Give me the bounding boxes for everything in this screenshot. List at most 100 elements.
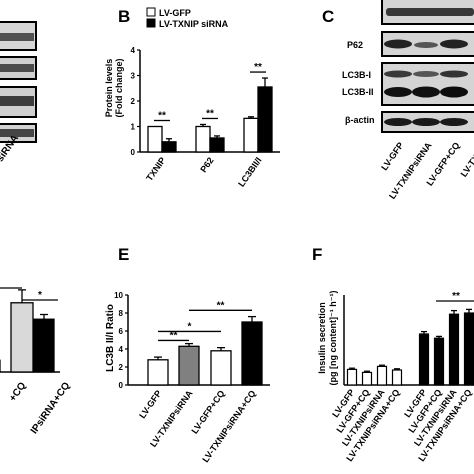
- panel-d-fragment: * +CQ IPsiRNA+CQ: [0, 287, 73, 436]
- x-tick-label: P62: [198, 155, 215, 174]
- panel-c: C P62 LC3B-I LC3B-II β-actin LV-GFP L: [322, 0, 474, 201]
- panel-b-x-tick-labels: TXNIP P62 LC3BII/I: [144, 155, 263, 188]
- blot-band: [440, 39, 468, 49]
- y-tick-label: 6: [119, 327, 124, 336]
- significance-label: **: [170, 330, 178, 341]
- blot-band: [414, 42, 438, 48]
- panel-c-label: C: [322, 7, 334, 26]
- panel-e-x-tick-labels: LV-GFPLV-TXNIPsiRNALV-GFP+CQLV-TXNIPsiRN…: [137, 388, 257, 464]
- y-tick-label: 4: [119, 345, 124, 354]
- blot-bands-lc3b: [384, 70, 468, 98]
- panel-d-bars: *: [0, 287, 60, 373]
- bar: [243, 117, 259, 153]
- y-tick-label: 0: [119, 381, 124, 390]
- bar: [346, 368, 358, 386]
- panel-a-blot-3-band: [0, 96, 34, 106]
- bar: [147, 359, 169, 386]
- significance-label: **: [206, 108, 214, 119]
- blot-band: [384, 87, 412, 97]
- blot-band-top: [386, 8, 474, 16]
- blot-label-p62: P62: [347, 40, 363, 50]
- blot-band: [384, 39, 412, 49]
- blot-label-lc3b-i: LC3B-I: [342, 70, 371, 80]
- y-tick-label: 0: [131, 148, 136, 157]
- x-tick-label: LC3BII/I: [236, 155, 263, 188]
- blot-band: [413, 71, 439, 77]
- lane-label-lv-gfp: LV-GFP: [379, 140, 405, 172]
- panel-a-blot-4-band: [0, 129, 34, 137]
- panel-e-label: E: [118, 245, 129, 264]
- blot-bands-p62: [384, 39, 468, 49]
- y-tick-label: 1: [131, 123, 136, 132]
- bar: [10, 302, 34, 373]
- panel-f-bars: **: [346, 291, 474, 386]
- panel-b-y-axis-label-line1: Protein levels: [104, 59, 114, 118]
- panel-a-blot-2-band: [0, 64, 34, 72]
- y-tick-label: 2: [119, 363, 124, 372]
- legend-swatch-lv-gfp: [146, 7, 156, 17]
- significance-label: **: [217, 300, 225, 311]
- bar: [376, 365, 388, 386]
- panel-f-y-axis-label-line1: Insulin secretion: [317, 302, 327, 374]
- blot-bands-beta-actin: [384, 118, 468, 126]
- bar: [257, 86, 273, 153]
- panel-b-legend: LV-GFP LV-TXNIP siRNA: [146, 7, 229, 29]
- panel-d-tick-label: IPsiRNA+CQ: [29, 380, 73, 436]
- bar: [433, 337, 445, 386]
- blot-band: [384, 70, 412, 78]
- panel-d-tick-label: +CQ: [7, 380, 28, 404]
- x-tick-label: LV-GFP: [137, 388, 163, 420]
- panel-f-label: F: [312, 245, 322, 264]
- blot-band: [440, 70, 468, 78]
- panel-b: B LV-GFP LV-TXNIP siRNA Protein levels (…: [104, 7, 280, 189]
- blot-band: [440, 118, 468, 126]
- significance-label: **: [158, 111, 166, 122]
- bar: [448, 313, 460, 386]
- y-tick-label: 3: [131, 72, 136, 81]
- bar: [178, 345, 200, 386]
- bar: [33, 318, 55, 373]
- panel-e-y-axis-label: LC3B II/I Ratio: [105, 304, 116, 372]
- blot-band: [412, 86, 440, 98]
- legend-label-lv-gfp: LV-GFP: [159, 8, 191, 18]
- panel-a-fragment: siRNA: [0, 21, 37, 164]
- panel-b-label: B: [118, 7, 130, 26]
- panel-e-bars: *****: [147, 300, 263, 386]
- panel-b-y-axis-label-line2: (Fold change): [114, 59, 124, 118]
- panel-f-x-tick-labels: LV-GFPLV-GFP+CQLV-TXNIPsiRNALV-TXNIPsiRN…: [330, 387, 473, 463]
- bar: [161, 141, 177, 153]
- significance-label: *: [38, 290, 42, 301]
- significance-label: **: [254, 62, 262, 73]
- bar: [147, 125, 163, 153]
- blot-band: [384, 118, 412, 126]
- blot-label-beta-actin: β-actin: [345, 115, 375, 125]
- panel-f: F Insulin secretion (pg [ng content]⁻¹ h…: [312, 245, 474, 463]
- y-tick-label: 2: [131, 97, 136, 106]
- y-tick-label: 10: [114, 291, 123, 300]
- x-tick-label: TXNIP: [144, 155, 167, 182]
- significance-label: *: [188, 321, 192, 332]
- bar: [195, 125, 211, 153]
- panel-f-y-axis-label-line2: (pg [ng content]⁻¹ h⁻¹): [328, 291, 338, 386]
- bar: [463, 312, 474, 386]
- significance-label: **: [452, 291, 460, 302]
- x-tick-label: LV-TXNIPsiRNA+CQ: [200, 388, 257, 464]
- legend-swatch-lv-txnip-sirna: [146, 18, 156, 28]
- bar: [418, 333, 430, 386]
- y-tick-label: 8: [119, 309, 124, 318]
- blot-label-lc3b-ii: LC3B-II: [342, 87, 374, 97]
- bar: [391, 369, 403, 386]
- bar: [210, 350, 232, 386]
- blot-band: [412, 118, 440, 126]
- panel-a-blot-1-band: [0, 33, 34, 41]
- panel-b-bars: ** ** **: [147, 62, 273, 153]
- bar: [241, 321, 263, 386]
- blot-frame-lc3b: [381, 62, 474, 106]
- blot-band: [440, 86, 468, 98]
- legend-label-lv-txnip-sirna: LV-TXNIP siRNA: [159, 19, 229, 29]
- bar: [209, 137, 225, 153]
- y-tick-label: 4: [131, 46, 136, 55]
- bar: [361, 371, 373, 386]
